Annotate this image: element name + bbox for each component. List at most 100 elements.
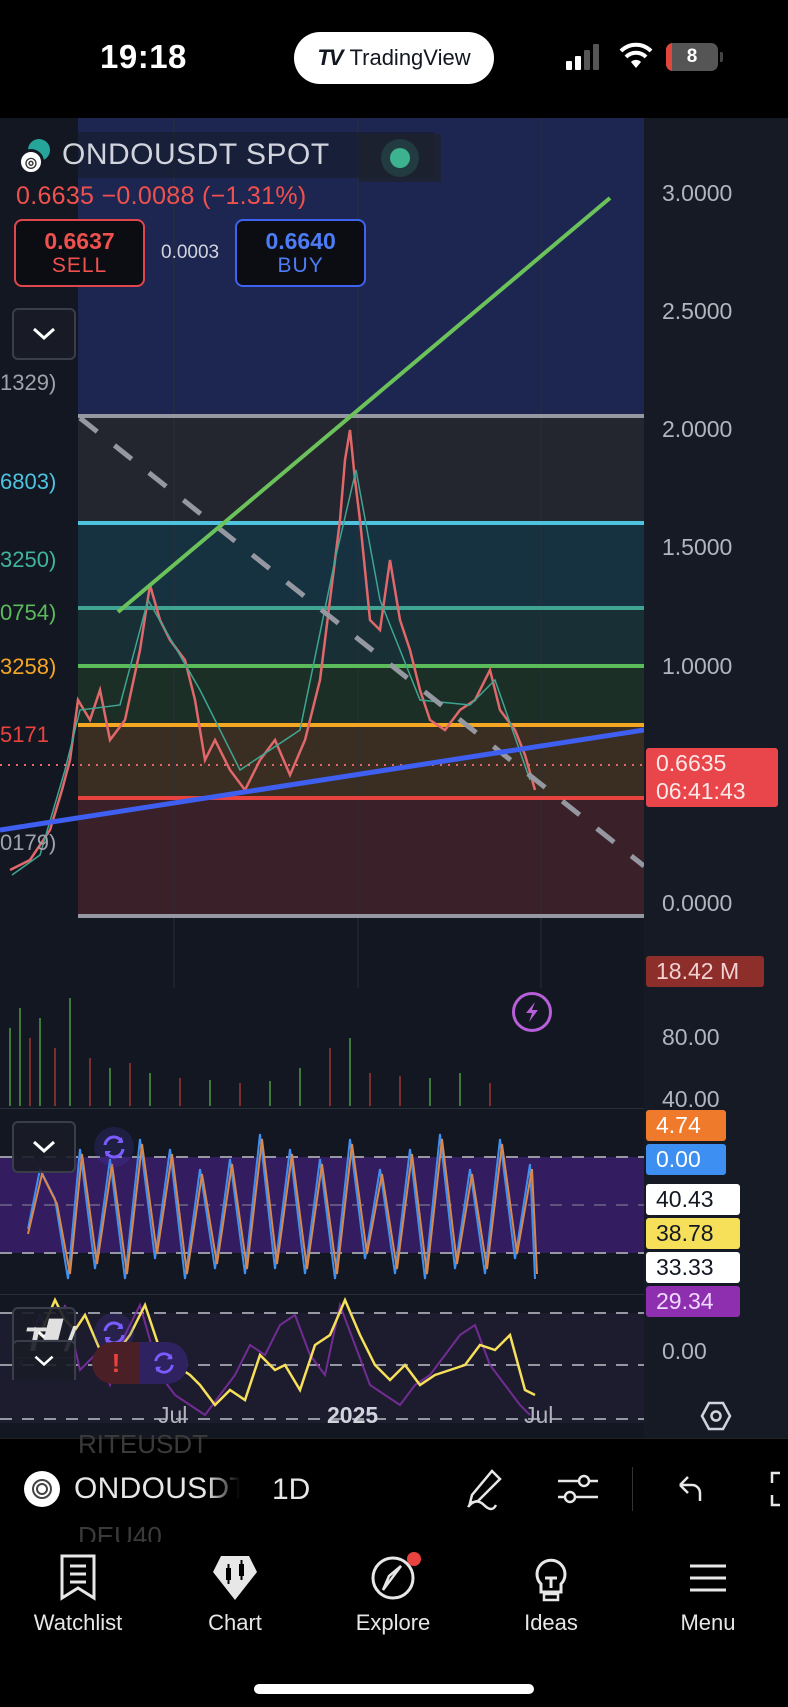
stoch-collapse-button[interactable]: [12, 1121, 76, 1173]
rsi-upper-band-tag: 40.43: [646, 1184, 740, 1215]
chart-bottom-toolbar: RITEUSDT DEU40 ONDOUSDT 1D: [0, 1429, 788, 1551]
toolbar-divider: [632, 1467, 633, 1511]
tab-ideas[interactable]: Ideas: [481, 1554, 621, 1636]
price-axis-label: 2.0000: [662, 416, 733, 442]
cellular-signal-icon: [566, 44, 599, 70]
spread-value: 0.0003: [161, 242, 220, 263]
indicator-error-pill[interactable]: !: [92, 1342, 188, 1384]
stoch-reload-button[interactable]: [94, 1127, 134, 1167]
rsi-ma-tag: 38.78: [646, 1218, 740, 1249]
tab-explore[interactable]: Explore: [323, 1552, 463, 1636]
last-price: 0.6635: [16, 182, 95, 210]
hamburger-icon: [690, 1564, 726, 1592]
tab-watchlist[interactable]: Watchlist: [8, 1554, 148, 1636]
battery-level: 8: [686, 46, 698, 67]
main-price-pane[interactable]: 1329) 6803) 3250) 0754) 3258) 5171 0179)…: [0, 118, 644, 988]
tab-label: Explore: [355, 1610, 431, 1635]
battery-icon: 8: [666, 43, 718, 71]
legend-collapse-button[interactable]: [12, 308, 76, 360]
interval-selector[interactable]: 1D: [272, 1473, 311, 1506]
indicators-sliders-icon[interactable]: [556, 1467, 600, 1511]
symbol-title[interactable]: ONDOUSDT SPOT: [62, 138, 330, 171]
tab-chart[interactable]: Chart: [165, 1554, 305, 1636]
symbol-logo-icon: ◎: [14, 135, 62, 175]
ondo-logo-icon: [24, 1471, 60, 1507]
time-axis-label: 2025: [327, 1402, 379, 1428]
refresh-icon: [154, 1352, 174, 1374]
sell-label: SELL: [51, 254, 108, 278]
exclamation-icon: !: [111, 1347, 121, 1378]
volume-tag: 18.42 M: [646, 956, 764, 987]
rsi-mid-band-tag: 33.33: [646, 1252, 740, 1283]
price-axis-label: 1.0000: [662, 653, 733, 679]
rsi-axis-label: 0.00: [662, 1338, 707, 1364]
ghost-symbol-above: RITEUSDT: [78, 1429, 208, 1459]
sell-price: 0.6637: [44, 227, 115, 254]
sell-button[interactable]: 0.6637 SELL: [14, 219, 145, 287]
tab-label: Chart: [208, 1610, 262, 1635]
price-change: −0.0088: [101, 182, 195, 210]
time-axis-label: Jul: [158, 1402, 188, 1428]
buy-button[interactable]: 0.6640 BUY: [235, 219, 367, 287]
error-button[interactable]: !: [92, 1342, 140, 1384]
time-axis-label: Jul: [524, 1402, 554, 1428]
last-price-value: 0.6635: [656, 750, 727, 776]
stoch-d-tag: 0.00: [646, 1144, 726, 1175]
fib-level-label: 6803): [0, 469, 57, 494]
symbol-legend[interactable]: ◎ ONDOUSDT SPOT 0.6635 −0.0088 (−1.31%) …: [14, 132, 441, 287]
hexagon-settings-icon[interactable]: [700, 1400, 732, 1432]
home-indicator[interactable]: [254, 1684, 534, 1694]
price-axis-label: 2.5000: [662, 298, 733, 324]
tradingview-app-pill[interactable]: TV TradingView: [294, 32, 494, 84]
app-name: TradingView: [349, 45, 471, 70]
price-axis-label: 1.5000: [662, 534, 733, 560]
fib-level-label: 0179): [0, 830, 57, 855]
chevron-down-icon: [32, 1140, 56, 1154]
fib-level-label: 5171: [0, 722, 49, 747]
stochastic-canvas: [0, 1133, 644, 1280]
bookmark-list-icon: [60, 1554, 96, 1601]
fib-level-label: 3258): [0, 654, 57, 679]
tradingview-logo-icon: TV: [317, 45, 343, 70]
symbol-selector[interactable]: ONDOUSDT: [24, 1471, 240, 1507]
stoch-axis-label: 40.00: [662, 1086, 720, 1112]
buy-label: BUY: [277, 254, 324, 278]
compass-icon: [371, 1556, 415, 1600]
fullscreen-icon[interactable]: [766, 1467, 788, 1511]
notification-badge: [407, 1552, 421, 1566]
volume-bars: [9, 998, 491, 1106]
tab-label: Ideas: [524, 1610, 578, 1635]
draw-pen-icon[interactable]: [462, 1467, 506, 1511]
alert-lightning-button[interactable]: [512, 992, 552, 1032]
fib-level-label: 3250): [0, 547, 57, 572]
bar-countdown: 06:41:43: [656, 777, 746, 804]
tab-label: Watchlist: [33, 1610, 123, 1635]
undo-icon[interactable]: [674, 1473, 706, 1505]
tab-bar: Watchlist Chart Explore Ideas: [0, 1542, 788, 1707]
status-bar: 19:18 TV TradingView 8: [0, 0, 788, 118]
stochastic-pane[interactable]: [0, 1108, 644, 1294]
reload-button[interactable]: [140, 1342, 188, 1384]
price-axis[interactable]: 3.0000 2.5000 2.0000 1.5000 1.0000 0.663…: [644, 118, 788, 1438]
fib-level-label: 1329): [0, 370, 57, 395]
stoch-k-tag: 4.74: [646, 1110, 726, 1141]
chevron-down-icon: [32, 327, 56, 341]
chevron-down-icon: [32, 1326, 56, 1340]
candlestick-shield-icon: [213, 1556, 257, 1600]
time-axis[interactable]: Jul 2025 Jul: [0, 1394, 788, 1438]
market-open-dot-icon: [390, 148, 410, 168]
symbol-name: ONDOUSDT: [74, 1472, 240, 1505]
last-price-tag: 0.6635 06:41:43: [646, 748, 778, 808]
refresh-icon: [103, 1135, 125, 1159]
wifi-icon: [619, 42, 653, 68]
fib-level-label: 0754): [0, 600, 57, 625]
rsi-value-tag: 29.34: [646, 1286, 740, 1317]
status-time: 19:18: [100, 38, 187, 75]
market-status-indicator[interactable]: [359, 134, 441, 182]
chart-area[interactable]: 1329) 6803) 3250) 0754) 3258) 5171 0179)…: [0, 118, 788, 1438]
volume-pane[interactable]: [0, 988, 644, 1108]
lightbulb-icon: [535, 1558, 567, 1602]
price-axis-label: 3.0000: [662, 180, 733, 206]
pane-collapse-button[interactable]: [12, 1340, 76, 1380]
tab-menu[interactable]: Menu: [638, 1554, 778, 1636]
